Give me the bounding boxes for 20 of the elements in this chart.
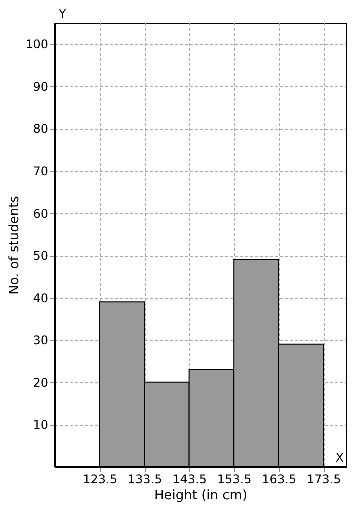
y-tick-label: 10: [33, 418, 48, 432]
annotation: X: [336, 451, 344, 465]
x-tick-label: 123.5: [83, 472, 118, 486]
y-tick-label: 90: [33, 80, 48, 94]
y-tick-label: 100: [26, 38, 48, 52]
y-tick-label: 50: [33, 249, 48, 264]
y-tick-label: 70: [33, 164, 48, 178]
y-axis-title: No. of students: [8, 196, 23, 295]
x-tick-label: 173.5: [306, 472, 342, 486]
x-tick-label: 133.5: [128, 472, 162, 486]
x-axis-title: Height (in cm): [154, 488, 248, 504]
x-tick-label: 153.5: [217, 472, 252, 486]
x-tick-label: 163.5: [262, 472, 297, 486]
x-tick-label: 143.5: [172, 472, 207, 486]
y-tick-label: 80: [33, 122, 48, 136]
y-tick-label: 60: [33, 206, 48, 221]
y-tick-label: 40: [33, 291, 48, 306]
text: Y: [58, 7, 67, 21]
y-tick-label: 30: [33, 334, 48, 348]
y-tick-label: 20: [33, 376, 48, 390]
